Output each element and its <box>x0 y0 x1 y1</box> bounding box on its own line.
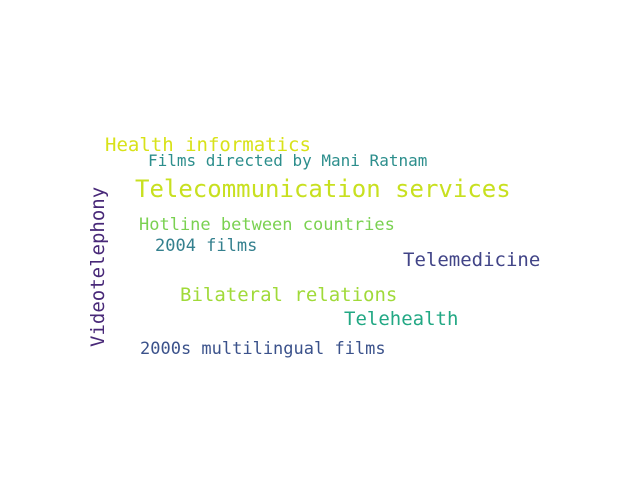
word-2000s-multilingual-films: 2000s multilingual films <box>140 339 386 359</box>
word-health-informatics: Health informatics <box>105 134 311 156</box>
word-telecommunication-services: Telecommunication services <box>135 175 511 203</box>
word-videotelephony: Videotelephony <box>87 186 109 347</box>
word-films-directed-by-mani-ratnam: Films directed by Mani Ratnam <box>148 151 428 170</box>
word-hotline-between-countries: Hotline between countries <box>139 215 395 235</box>
word-2004-films: 2004 films <box>155 236 258 256</box>
word-telemedicine: Telemedicine <box>403 249 541 271</box>
word-bilateral-relations: Bilateral relations <box>180 284 398 306</box>
word-telehealth: Telehealth <box>344 308 459 330</box>
